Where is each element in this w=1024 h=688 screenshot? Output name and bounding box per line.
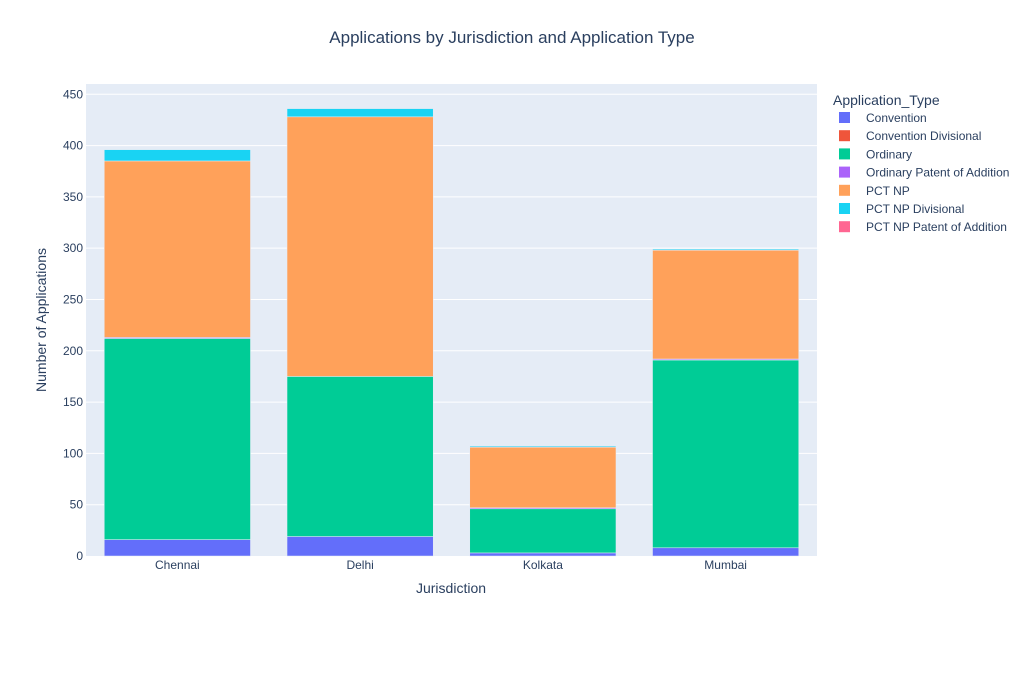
bar-segment[interactable]: [469, 446, 617, 509]
y-tick-label: 150: [63, 395, 83, 409]
legend-title: Application_Type: [833, 92, 940, 108]
y-tick-label: 50: [70, 498, 84, 512]
bar-segment[interactable]: [652, 249, 799, 360]
legend-item[interactable]: PCT NP Patent of Addition: [839, 220, 1007, 234]
bars: [104, 108, 799, 557]
legend-item[interactable]: Convention Divisional: [839, 129, 981, 143]
y-axis-title: Number of Applications: [33, 248, 49, 392]
x-tick-label: Delhi: [346, 558, 373, 572]
legend-item[interactable]: PCT NP: [839, 184, 910, 198]
bar-segment[interactable]: [469, 445, 617, 448]
legend-label: Convention Divisional: [866, 129, 981, 143]
x-tick-label: Mumbai: [704, 558, 747, 572]
bar-segment[interactable]: [104, 539, 251, 557]
legend-label: PCT NP: [866, 184, 910, 198]
x-axis-title: Jurisdiction: [416, 580, 486, 596]
bar-segment[interactable]: [286, 108, 434, 118]
chart-title: Applications by Jurisdiction and Applica…: [329, 28, 694, 47]
legend-swatch: [839, 184, 850, 196]
legend-item[interactable]: Convention: [839, 111, 927, 125]
bar-segment[interactable]: [652, 359, 799, 549]
legend-swatch: [839, 221, 850, 233]
legend-swatch: [839, 203, 850, 214]
bar-segment[interactable]: [286, 116, 434, 377]
y-tick-label: 350: [63, 190, 83, 204]
bar-segment[interactable]: [104, 160, 251, 338]
bar-segment[interactable]: [286, 536, 434, 557]
y-tick-label: 100: [63, 446, 83, 460]
bar-segment[interactable]: [104, 338, 251, 540]
legend-item[interactable]: Ordinary Patent of Addition: [839, 166, 1009, 180]
legend-label: PCT NP Divisional: [866, 202, 964, 216]
x-axis-ticks: Chennai Delhi Kolkata Mumbai: [155, 558, 747, 572]
legend-swatch: [839, 130, 850, 142]
x-tick-label: Chennai: [155, 558, 200, 572]
bar-segment[interactable]: [469, 552, 617, 557]
legend-swatch: [839, 112, 850, 123]
y-axis-ticks: 0 50 100 150 200 250 300 350 400 450: [63, 87, 83, 563]
legend-item[interactable]: Ordinary: [839, 147, 912, 161]
bar-segment[interactable]: [104, 149, 251, 162]
y-tick-label: 300: [63, 241, 83, 255]
legend-label: PCT NP Patent of Addition: [866, 220, 1007, 234]
x-tick-label: Kolkata: [523, 558, 563, 572]
legend-item[interactable]: PCT NP Divisional: [839, 202, 964, 216]
legend-label: Convention: [866, 111, 927, 125]
y-tick-label: 450: [63, 87, 83, 101]
y-tick-label: 250: [63, 292, 83, 306]
y-tick-label: 0: [76, 549, 83, 563]
legend-swatch: [839, 166, 850, 178]
bar-segment[interactable]: [652, 248, 799, 251]
bar-segment[interactable]: [286, 376, 434, 537]
legend-swatch: [839, 148, 850, 160]
legend-label: Ordinary Patent of Addition: [866, 166, 1009, 180]
legend[interactable]: Convention Convention Divisional Ordinary O…: [839, 111, 1009, 234]
y-tick-label: 400: [63, 139, 83, 153]
legend-label: Ordinary: [866, 147, 912, 161]
y-tick-label: 200: [63, 344, 83, 358]
bar-segment[interactable]: [469, 508, 617, 554]
bar-segment[interactable]: [652, 547, 799, 557]
